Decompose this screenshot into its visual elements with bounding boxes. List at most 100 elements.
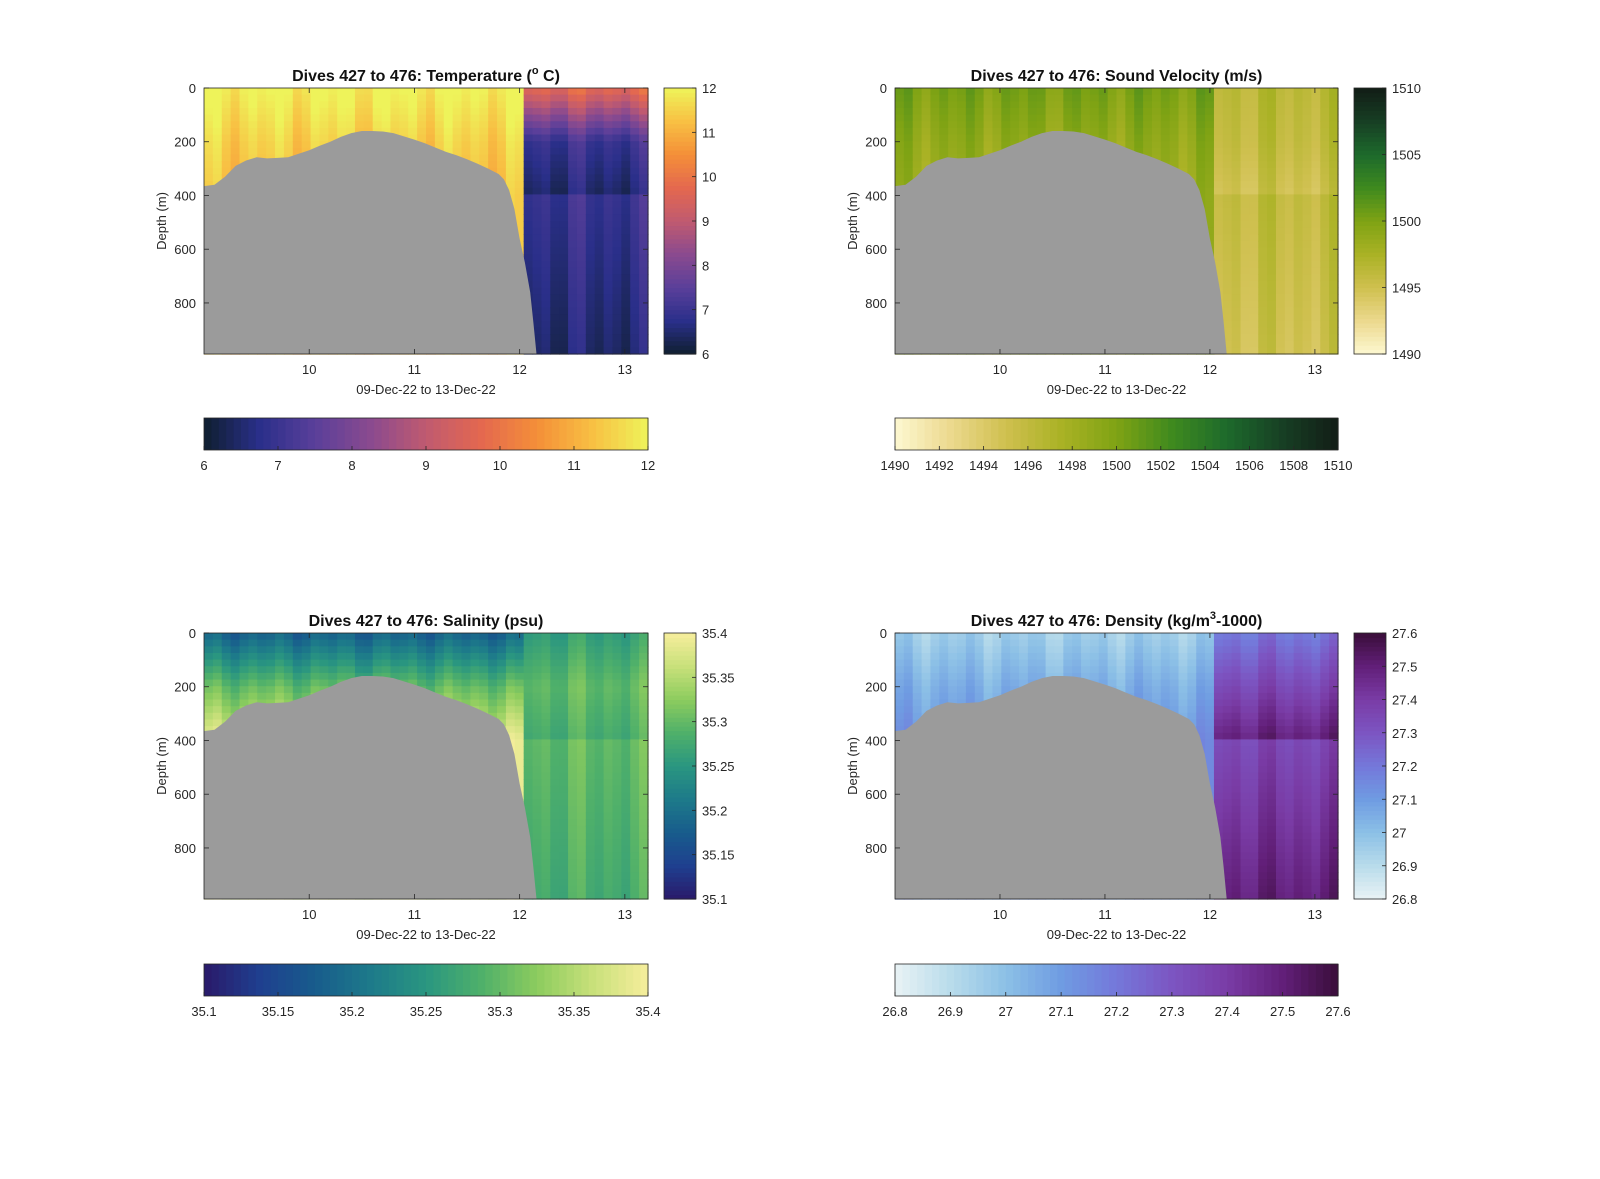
heatmap-cell: [1329, 247, 1339, 255]
colorbar-vertical-swatch: [664, 305, 696, 311]
colorbar-vertical-swatch: [1354, 349, 1386, 355]
colorbar-vertical-swatch: [664, 181, 696, 187]
heatmap-cell: [639, 234, 649, 242]
heatmap-cell: [603, 147, 614, 156]
colorbar-horizontal-swatch: [581, 418, 590, 450]
heatmap-cell: [621, 234, 631, 242]
heatmap-cell: [1329, 327, 1339, 335]
heatmap-cell: [204, 726, 214, 734]
heatmap-cell: [239, 127, 249, 136]
heatmap-cell: [585, 154, 596, 162]
heatmap-cell: [248, 639, 258, 647]
heatmap-cell: [497, 167, 507, 176]
heatmap-cell: [594, 107, 605, 116]
heatmap-cell: [1205, 141, 1215, 149]
heatmap-cell: [346, 88, 356, 96]
colorbar-horizontal-swatch: [1042, 418, 1051, 450]
heatmap-cell: [1302, 254, 1313, 262]
heatmap-cell: [903, 94, 914, 102]
colorbar-vertical-swatch: [1354, 119, 1386, 125]
heatmap-cell: [550, 114, 560, 122]
heatmap-cell: [1267, 221, 1277, 229]
heatmap-cell: [585, 121, 596, 129]
heatmap-cell: [1160, 134, 1171, 142]
heatmap-cell: [1275, 107, 1286, 116]
heatmap-cell: [992, 141, 1002, 149]
heatmap-cell: [212, 134, 223, 142]
heatmap-cell: [1267, 147, 1277, 156]
heatmap-cell: [603, 247, 614, 255]
heatmap-cell: [603, 174, 614, 182]
heatmap-cell: [568, 161, 578, 169]
y-tick-label: 200: [865, 135, 887, 150]
heatmap-cell: [594, 247, 605, 255]
colorbar-horizontal-tick-label: 1498: [1058, 458, 1087, 473]
heatmap-cell: [1196, 187, 1206, 195]
heatmap-cell: [212, 174, 223, 182]
heatmap-cell: [221, 639, 232, 647]
heatmap-cell: [921, 161, 932, 169]
colorbar-vertical-swatch: [1354, 145, 1386, 151]
heatmap-cell: [585, 194, 596, 202]
x-axis-label: 09-Dec-22 to 13-Dec-22: [356, 382, 495, 397]
heatmap-cell: [230, 679, 241, 687]
heatmap-cell: [204, 666, 214, 674]
heatmap-cell: [1293, 127, 1304, 136]
heatmap-cell: [257, 666, 267, 674]
heatmap-cell: [559, 214, 569, 222]
heatmap-cell: [1293, 334, 1304, 342]
axes-box: [203, 87, 649, 355]
heatmap-cell: [939, 88, 949, 96]
heatmap-cell: [310, 639, 321, 647]
heatmap-cell: [514, 161, 525, 169]
heatmap-cell: [257, 652, 267, 661]
heatmap-cell: [559, 154, 569, 162]
heatmap-cell: [639, 101, 649, 109]
heatmap-cell: [204, 114, 214, 122]
heatmap-cell: [1284, 167, 1295, 176]
heatmap-cell: [603, 181, 614, 189]
colorbar-horizontal-tick-label: 10: [493, 458, 507, 473]
heatmap-cell: [1098, 121, 1109, 129]
heatmap-cell: [1267, 194, 1277, 202]
heatmap-cell: [921, 147, 932, 156]
heatmap-cell: [603, 327, 614, 335]
heatmap-cell: [568, 300, 578, 309]
heatmap-cell: [1240, 234, 1250, 242]
heatmap-cell: [523, 260, 534, 269]
heatmap-cell: [434, 127, 445, 136]
heatmap-cell: [319, 101, 329, 109]
heatmap-cell: [479, 134, 489, 142]
heatmap-cell: [1116, 141, 1126, 149]
heatmap-cell: [576, 201, 587, 209]
heatmap-cell: [363, 107, 374, 116]
heatmap-cell: [974, 107, 985, 116]
colorbar-horizontal-tick-label: 7: [274, 458, 281, 473]
heatmap-cell: [1205, 127, 1215, 136]
heatmap-cell: [603, 214, 614, 222]
heatmap-cell: [266, 672, 276, 681]
heatmap-cell: [275, 107, 285, 116]
heatmap-cell: [1027, 127, 1038, 136]
heatmap-cell: [1213, 167, 1224, 176]
heatmap-cell: [1125, 94, 1135, 102]
heatmap-cell: [1302, 94, 1313, 102]
heatmap-cell: [319, 679, 329, 687]
colorbar-vertical-swatch: [1354, 265, 1386, 271]
heatmap-cell: [1275, 227, 1286, 235]
heatmap-cell: [532, 88, 543, 96]
heatmap-cell: [417, 107, 427, 116]
heatmap-cell: [1275, 94, 1286, 102]
heatmap-cell: [1036, 114, 1047, 122]
heatmap-cell: [630, 161, 640, 169]
heatmap-cell: [1178, 121, 1188, 129]
heatmap-cell: [1320, 134, 1330, 142]
y-tick-label: 600: [865, 242, 887, 257]
heatmap-cell: [505, 134, 516, 142]
heatmap-cell: [248, 94, 258, 102]
heatmap-cell: [230, 639, 241, 647]
heatmap-cell: [523, 227, 534, 235]
heatmap-cell: [1222, 240, 1233, 249]
heatmap-cell: [230, 699, 241, 707]
heatmap-cell: [1320, 88, 1330, 96]
